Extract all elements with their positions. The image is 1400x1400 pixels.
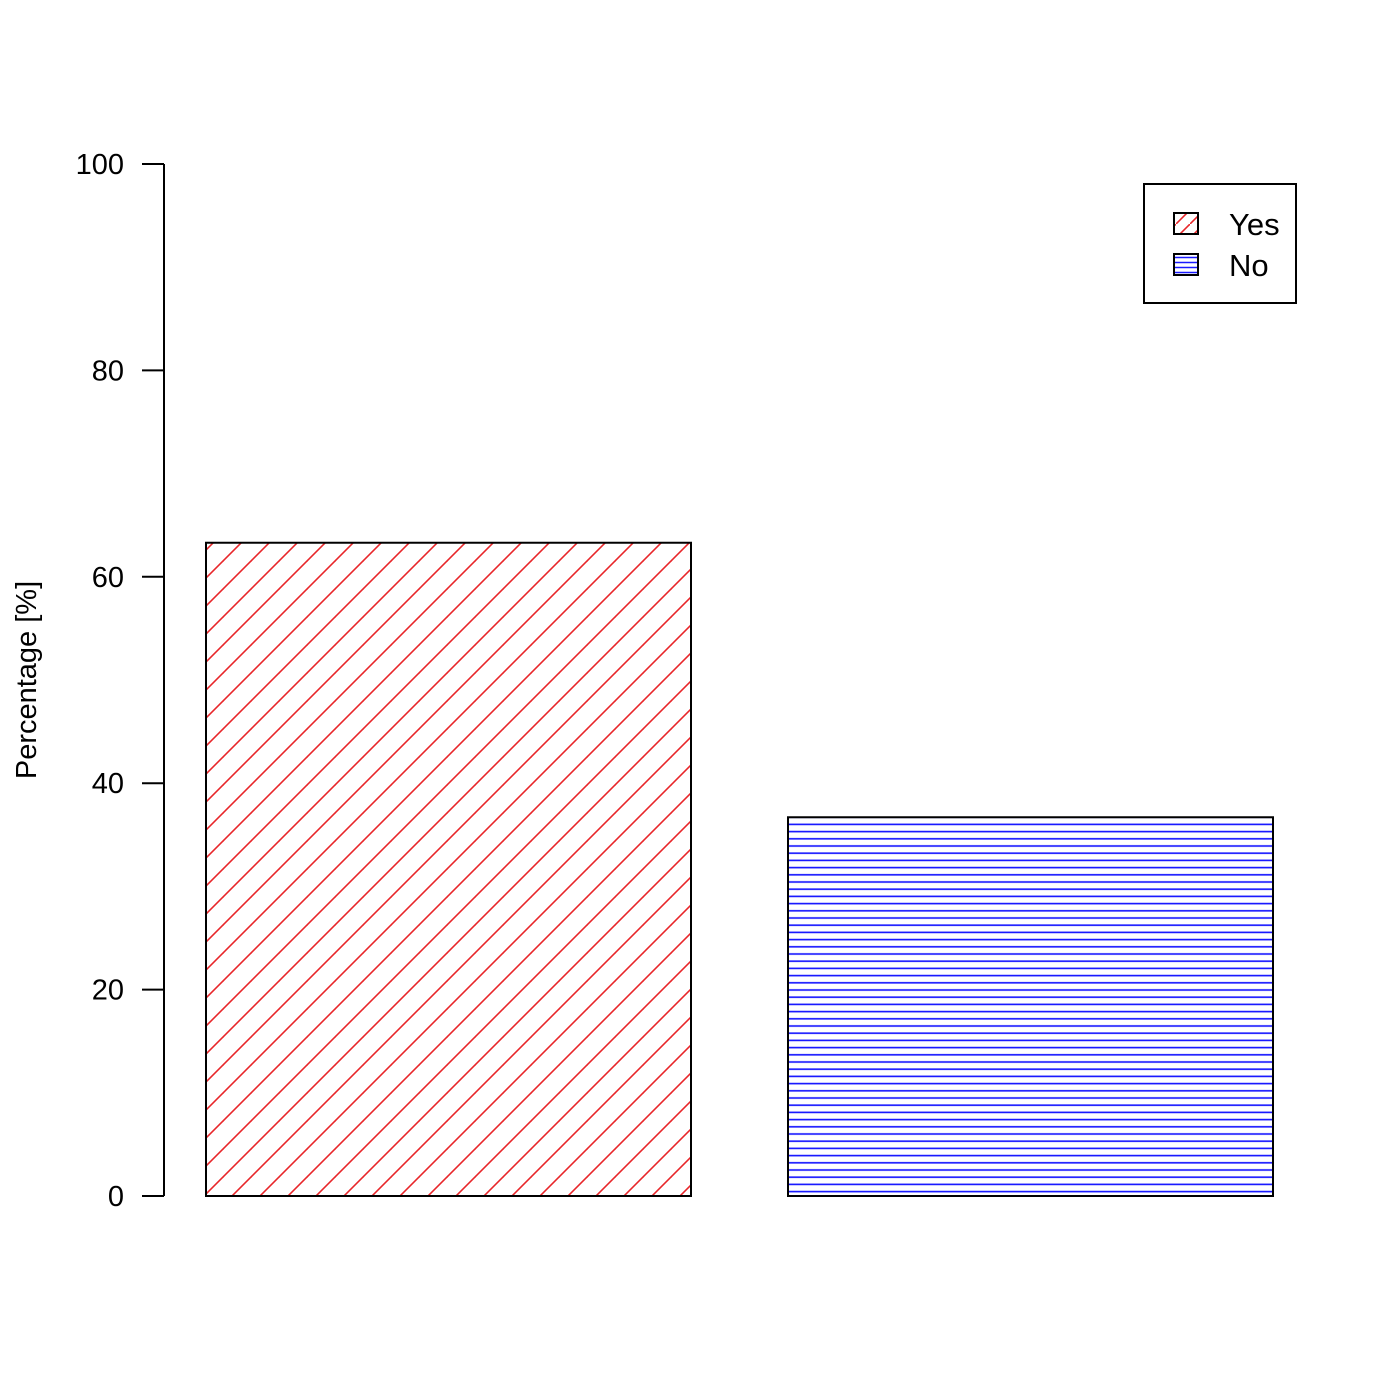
legend-item-no: No [1173,248,1269,283]
y-tick-label: 60 [92,562,124,594]
y-tick-label: 100 [76,149,124,181]
legend-item-yes: Yes [1173,207,1280,242]
legend-box [1143,183,1297,304]
bar-yes [205,541,692,1197]
y-tick-label: 0 [108,1181,124,1213]
legend-swatch-no [1173,253,1199,276]
legend-swatch-yes [1173,212,1199,235]
y-tick-label: 80 [92,355,124,387]
legend-label-no: No [1229,248,1269,283]
y-axis-title: Percentage [%] [11,581,43,779]
y-tick-label: 20 [92,975,124,1007]
legend: Yes No [1143,183,1297,304]
bars [205,541,1274,1197]
y-axis: 0 20 40 60 80 100 [76,149,165,1213]
legend-label-yes: Yes [1229,207,1280,242]
y-tick-label: 40 [92,768,124,800]
bar-no [787,816,1274,1197]
